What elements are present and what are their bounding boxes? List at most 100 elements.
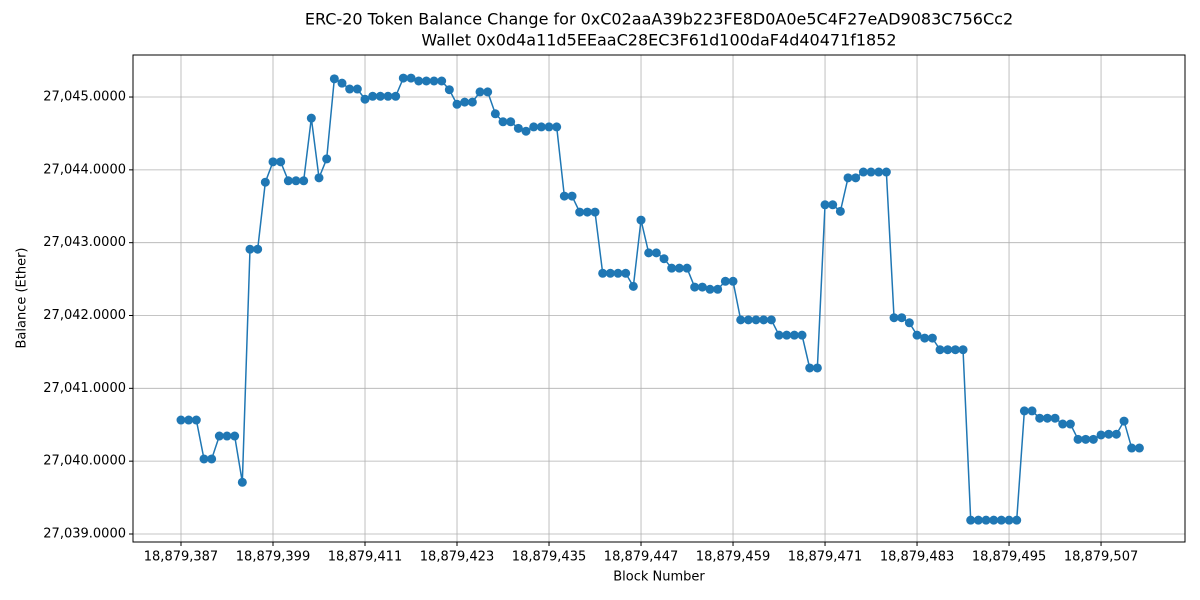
point	[973, 515, 983, 525]
point	[253, 244, 263, 254]
point	[774, 330, 784, 340]
point	[1111, 429, 1121, 439]
point	[291, 176, 301, 186]
point	[682, 263, 692, 273]
point	[299, 176, 309, 186]
point	[314, 173, 324, 183]
point	[651, 248, 661, 258]
point	[414, 76, 424, 86]
point	[981, 515, 991, 525]
point	[743, 315, 753, 325]
x-tick-label: 18,879,399	[236, 550, 310, 565]
point	[935, 345, 945, 355]
point	[513, 123, 523, 133]
y-tick-label: 27,039.0000	[43, 526, 126, 541]
point	[797, 330, 807, 340]
point	[598, 268, 608, 278]
point	[207, 454, 217, 464]
point	[582, 207, 592, 217]
point	[1012, 515, 1022, 525]
x-tick-label: 18,879,387	[144, 550, 218, 565]
point	[360, 94, 370, 104]
point	[958, 345, 968, 355]
point	[851, 173, 861, 183]
point	[644, 248, 654, 258]
point	[490, 109, 500, 119]
point	[820, 200, 830, 210]
point	[529, 122, 539, 132]
point	[605, 268, 615, 278]
point	[628, 281, 638, 291]
point	[866, 167, 876, 177]
point	[828, 200, 838, 210]
point	[782, 330, 792, 340]
point	[176, 415, 186, 425]
point	[552, 122, 562, 132]
point	[245, 244, 255, 254]
point	[920, 333, 930, 343]
x-tick-label: 18,879,471	[788, 550, 862, 565]
x-tick-label: 18,879,495	[972, 550, 1046, 565]
point	[927, 333, 937, 343]
point	[843, 173, 853, 183]
point	[789, 330, 799, 340]
point	[1019, 406, 1029, 416]
point	[713, 284, 723, 294]
point	[375, 91, 385, 101]
point	[521, 126, 531, 136]
chart-title: ERC-20 Token Balance Change for 0xC02aaA…	[305, 10, 1013, 29]
point	[766, 315, 776, 325]
x-tick-label: 18,879,459	[696, 550, 770, 565]
point	[912, 330, 922, 340]
x-tick-label: 18,879,507	[1064, 550, 1138, 565]
point	[444, 85, 454, 95]
point	[483, 87, 493, 97]
point	[1073, 434, 1083, 444]
point	[391, 91, 401, 101]
chart-subtitle: Wallet 0x0d4a11d5EEaaC28EC3F61d100daF4d4…	[421, 31, 896, 50]
point	[881, 167, 891, 177]
point	[567, 191, 577, 201]
point	[590, 207, 600, 217]
point	[421, 76, 431, 86]
point	[720, 276, 730, 286]
point	[1042, 413, 1052, 423]
y-tick-label: 27,040.0000	[43, 454, 126, 469]
point	[858, 167, 868, 177]
point	[230, 431, 240, 441]
point	[690, 282, 700, 292]
point	[1088, 434, 1098, 444]
point	[966, 515, 976, 525]
point	[184, 415, 194, 425]
point	[989, 515, 999, 525]
point	[1065, 419, 1075, 429]
point	[835, 206, 845, 216]
point	[1027, 406, 1037, 416]
point	[398, 73, 408, 83]
point	[222, 431, 232, 441]
point	[1119, 416, 1129, 426]
point	[1127, 443, 1137, 453]
point	[897, 313, 907, 323]
point	[437, 76, 447, 86]
point	[214, 431, 224, 441]
point	[759, 315, 769, 325]
point	[575, 207, 585, 217]
point	[805, 363, 815, 373]
point	[874, 167, 884, 177]
point	[460, 97, 470, 107]
point	[237, 477, 247, 487]
x-tick-label: 18,879,447	[604, 550, 678, 565]
point	[904, 318, 914, 328]
point	[728, 276, 738, 286]
point	[352, 84, 362, 94]
point	[506, 117, 516, 127]
y-tick-label: 27,044.0000	[43, 162, 126, 177]
point	[1058, 419, 1068, 429]
y-tick-label: 27,045.0000	[43, 90, 126, 105]
x-tick-label: 18,879,435	[512, 550, 586, 565]
point	[1134, 443, 1144, 453]
y-tick-label: 27,042.0000	[43, 308, 126, 323]
